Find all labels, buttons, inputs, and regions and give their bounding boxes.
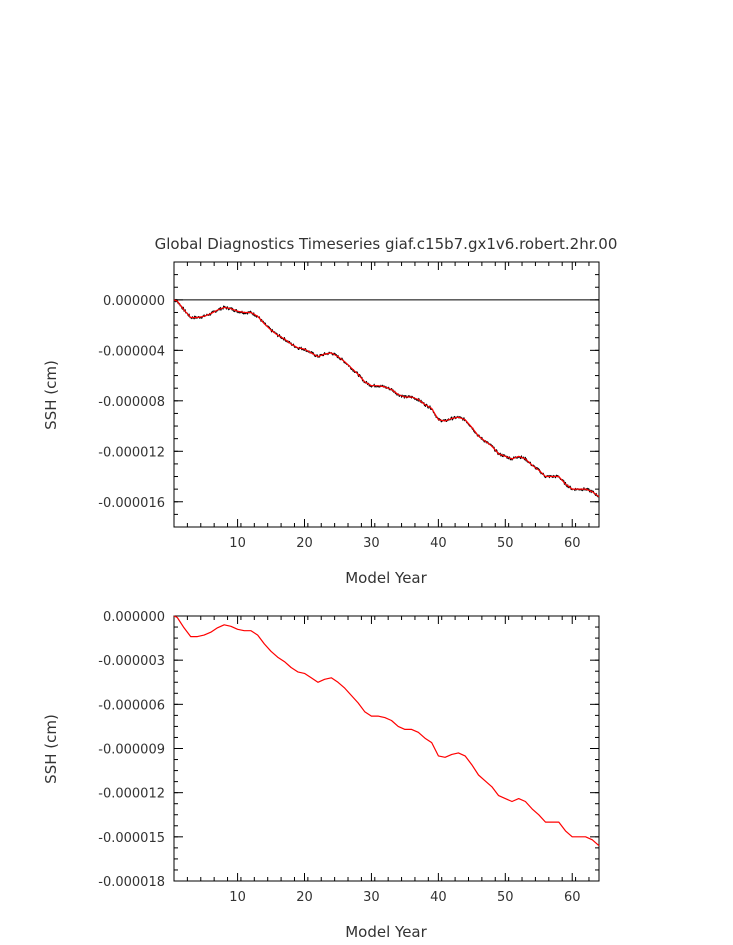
bottom-panel-x-tick-label: 40 <box>430 890 447 905</box>
bottom-panel-x-tick-label: 50 <box>497 890 514 905</box>
figure-title: Global Diagnostics Timeseries giaf.c15b7… <box>155 235 618 253</box>
top-panel-y-tick-label: -0.000008 <box>98 395 165 410</box>
bottom-panel-y-tick-label: -0.000018 <box>98 875 165 890</box>
top-panel-x-tick-label: 20 <box>296 536 313 551</box>
bottom-panel-x-tick-label: 30 <box>363 890 380 905</box>
top-panel-y-tick-label: -0.000016 <box>98 496 165 511</box>
top-panel-smoothed-series-line <box>173 299 600 498</box>
bottom-panel-x-tick-label: 10 <box>229 890 246 905</box>
top-panel-x-tick-label: 50 <box>497 536 514 551</box>
top-panel-y-tick-label: 0.000000 <box>103 294 165 309</box>
top-panel-x-tick-label: 40 <box>430 536 447 551</box>
top-panel-x-tick-label: 60 <box>564 536 581 551</box>
bottom-panel-y-tick-label: -0.000012 <box>98 787 165 802</box>
top-panel-y-tick-label: -0.000012 <box>98 445 165 460</box>
bottom-panel-y-tick-label: -0.000006 <box>98 698 165 713</box>
top-panel-x-tick-label: 10 <box>229 536 246 551</box>
top-panel-y-tick-label: -0.000004 <box>98 344 165 359</box>
bottom-panel-y-tick-label: -0.000003 <box>98 654 165 669</box>
bottom-panel-y-tick-label: 0.000000 <box>103 610 165 625</box>
bottom-panel-y-tick-label: -0.000009 <box>98 743 165 758</box>
bottom-panel-smoothed-series-line <box>173 615 600 847</box>
top-panel-x-tick-label: 30 <box>363 536 380 551</box>
top-panel-xlabel: Model Year <box>345 569 427 587</box>
bottom-panel-x-tick-label: 60 <box>564 890 581 905</box>
bottom-panel-plot-frame <box>173 615 600 882</box>
top-panel-plot-frame <box>173 261 600 528</box>
bottom-panel-y-tick-label: -0.000015 <box>98 831 165 846</box>
top-panel: Model Year SSH (cm) 10 20 30 40 50 60 0.000000… <box>42 261 600 587</box>
bottom-panel-ylabel: SSH (cm) <box>42 714 60 784</box>
bottom-panel-xlabel: Model Year <box>345 923 427 941</box>
bottom-panel-x-tick-label: 20 <box>296 890 313 905</box>
bottom-panel: Model Year SSH (cm) 10 20 30 40 50 60 0.000000… <box>42 610 600 941</box>
top-panel-ylabel: SSH (cm) <box>42 360 60 430</box>
